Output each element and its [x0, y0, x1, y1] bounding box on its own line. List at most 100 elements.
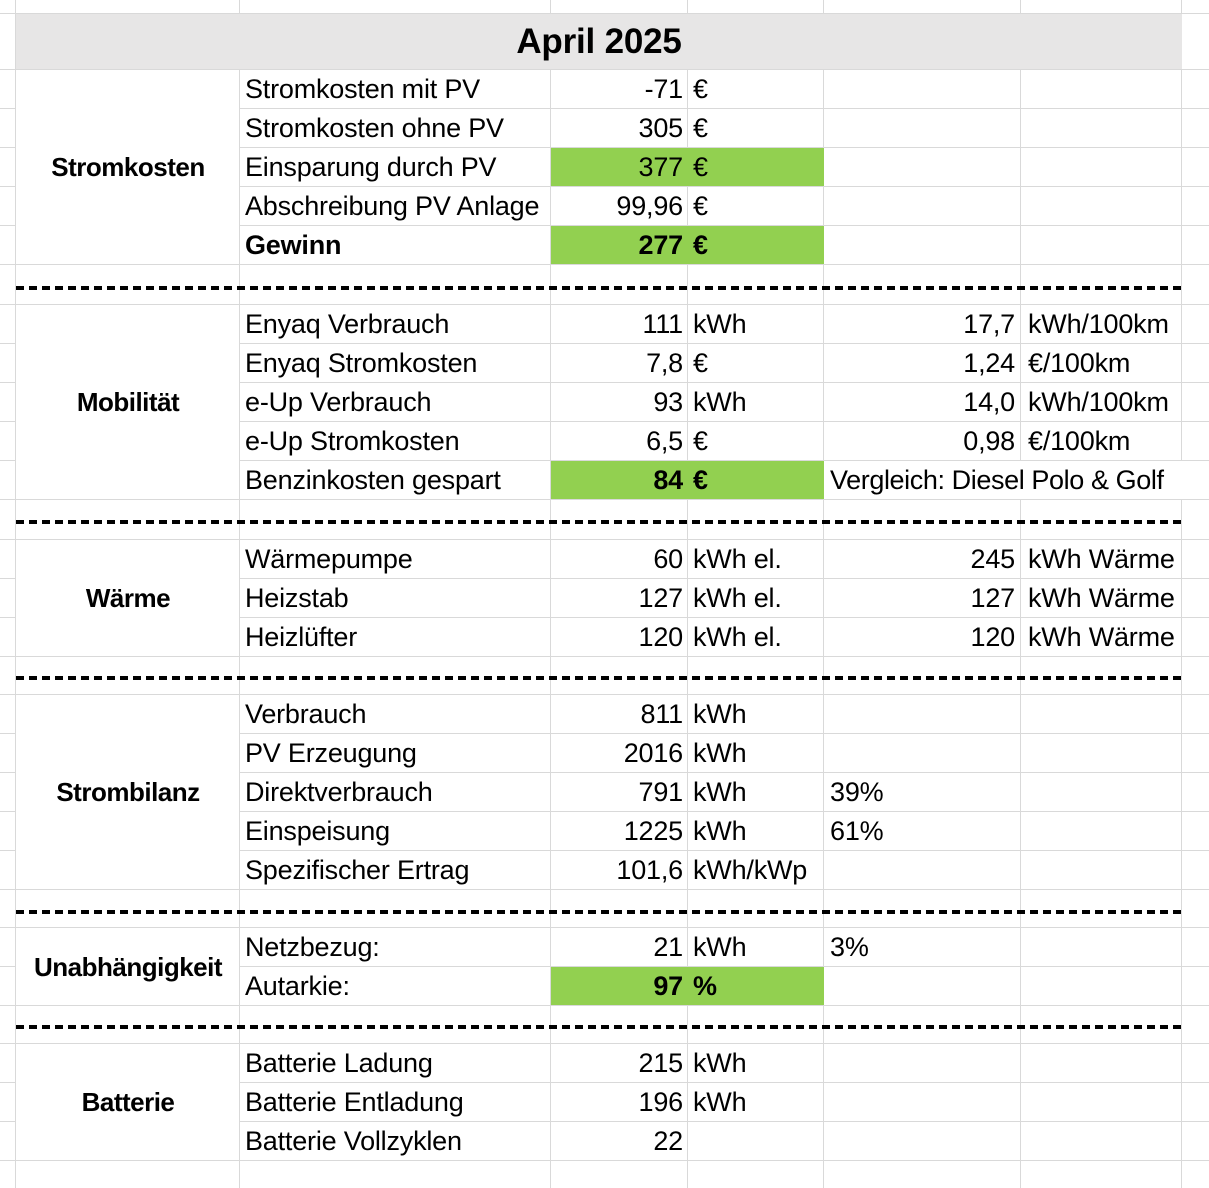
row-value: 22 — [551, 1122, 688, 1161]
table-row: Einsparung durch PV 377 € — [0, 148, 1209, 187]
table-row: Batterie Vollzyklen 22 — [0, 1122, 1209, 1161]
row-value: 791 — [551, 773, 688, 812]
grid-cell-right — [1182, 540, 1209, 579]
top-spacer-row — [0, 0, 1209, 14]
row-unit: kWh el. — [688, 618, 824, 657]
grid-cell-empty — [1021, 773, 1182, 812]
row-label: Stromkosten mit PV — [240, 70, 551, 109]
grid-cell-left — [0, 148, 16, 187]
row-percent — [824, 109, 1021, 148]
row-right-value: 245 — [824, 540, 1021, 579]
row-label: Stromkosten ohne PV — [240, 109, 551, 148]
grid-cell-right — [1182, 851, 1209, 890]
row-right-unit: kWh/100km — [1021, 305, 1182, 344]
row-percent — [824, 734, 1021, 773]
grid-cell-left — [0, 461, 16, 500]
row-unit: kWh — [688, 773, 824, 812]
row-right-unit: €/100km — [1021, 344, 1182, 383]
separator-dashed-line — [16, 676, 1182, 680]
grid-cell-section — [16, 967, 240, 1006]
row-label: Enyaq Stromkosten — [240, 344, 551, 383]
row-percent: 3% — [824, 928, 1021, 967]
section-label: Unabhängigkeit — [33, 951, 223, 982]
section-separator — [0, 890, 1209, 928]
row-value: 215 — [551, 1044, 688, 1083]
separator-dashed-line — [16, 286, 1182, 290]
section-label: Stromkosten — [51, 152, 205, 182]
row-label: Direktverbrauch — [240, 773, 551, 812]
row-value: 60 — [551, 540, 688, 579]
highlighted-value-cell: 377 € — [551, 148, 824, 187]
row-unit: kWh — [688, 1044, 824, 1083]
row-percent — [824, 1044, 1021, 1083]
section-label: Strombilanz — [56, 777, 200, 807]
row-unit: kWh — [688, 1083, 824, 1122]
row-value: -71 — [551, 70, 688, 109]
table-row: Abschreibung PV Anlage 99,96 € — [0, 187, 1209, 226]
section-separator — [0, 1006, 1209, 1044]
grid-cell-empty — [1021, 812, 1182, 851]
table-row: Einspeisung 1225 kWh 61% — [0, 812, 1209, 851]
row-label: Batterie Vollzyklen — [240, 1122, 551, 1161]
row-percent — [824, 187, 1021, 226]
grid-cell-left — [0, 305, 16, 344]
grid-cell-empty — [1021, 1122, 1182, 1161]
grid-cell-right — [1182, 1122, 1209, 1161]
row-value: 196 — [551, 1083, 688, 1122]
grid-cell-left — [0, 383, 16, 422]
grid-cell-right — [1182, 579, 1209, 618]
grid-cell-left — [0, 1083, 16, 1122]
grid-cell-left — [0, 734, 16, 773]
table-row: Batterie Entladung 196 kWh — [0, 1083, 1209, 1122]
section-label: Mobilität — [76, 387, 180, 417]
highlighted-value-cell: 84 € — [551, 461, 824, 500]
bottom-spacer-row — [0, 1161, 1209, 1188]
grid-cell-right — [1182, 928, 1209, 967]
table-row: Enyaq Verbrauch 111 kWh 17,7 kWh/100km — [0, 305, 1209, 344]
grid-cell-empty — [1021, 226, 1182, 265]
grid-cell-right — [1182, 967, 1209, 1006]
grid-cell-left — [0, 928, 16, 967]
row-label: Wärmepumpe — [240, 540, 551, 579]
grid-cell-right — [1182, 148, 1209, 187]
separator-dashed-line — [16, 520, 1182, 524]
row-label: Heizlüfter — [240, 618, 551, 657]
section-wärme: Wärme Wärmepumpe 60 kWh el. 245 kWh Wärme Heiz… — [0, 540, 1209, 657]
grid-cell-right — [1182, 422, 1209, 461]
grid-cell-empty — [1021, 187, 1182, 226]
grid-cell-right — [1182, 383, 1209, 422]
row-unit: € — [688, 344, 824, 383]
section-separator — [0, 500, 1209, 540]
table-row: Heizlüfter 120 kWh el. 120 kWh Wärme — [0, 618, 1209, 657]
row-label: Einsparung durch PV — [240, 148, 551, 187]
row-value: 277 — [638, 229, 684, 260]
row-right-unit: €/100km — [1021, 422, 1182, 461]
row-right-value: 0,98 — [824, 422, 1021, 461]
grid-cell-right — [1182, 773, 1209, 812]
grid-cell-empty — [1021, 928, 1182, 967]
row-unit: € — [693, 229, 708, 260]
grid-cell-left — [0, 70, 16, 109]
row-value: 120 — [551, 618, 688, 657]
row-unit: kWh — [688, 734, 824, 773]
grid-cell-empty — [1021, 148, 1182, 187]
row-unit: € — [688, 422, 824, 461]
table-row: Batterie Ladung 215 kWh — [0, 1044, 1209, 1083]
grid-cell-left — [0, 226, 16, 265]
row-right-value: 14,0 — [824, 383, 1021, 422]
row-right-value: 127 — [824, 579, 1021, 618]
grid-cell-right — [1182, 344, 1209, 383]
row-value: 811 — [551, 695, 688, 734]
row-right-unit: kWh Wärme — [1021, 579, 1182, 618]
grid-cell-left — [0, 1122, 16, 1161]
grid-cell-left — [0, 422, 16, 461]
table-row: Direktverbrauch 791 kWh 39% — [0, 773, 1209, 812]
row-percent — [824, 851, 1021, 890]
grid-cell-left — [0, 695, 16, 734]
grid-cell-left — [0, 967, 16, 1006]
grid-cell-left — [0, 1044, 16, 1083]
grid-cell-section — [16, 461, 240, 500]
row-value: 21 — [551, 928, 688, 967]
grid-cell-right — [1182, 1083, 1209, 1122]
